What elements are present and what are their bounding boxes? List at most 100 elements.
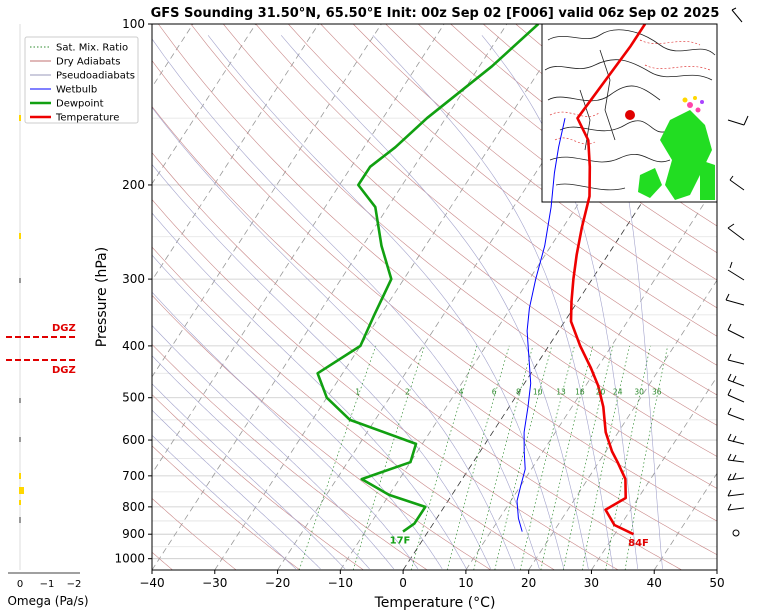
isotherm bbox=[528, 279, 717, 570]
inset-map bbox=[541, 23, 718, 203]
mixing-ratio-line bbox=[473, 345, 534, 570]
y-axis-label: Pressure (hPa) bbox=[94, 247, 110, 347]
x-axis-label: Temperature (°C) bbox=[374, 595, 496, 611]
y-tick-label: 500 bbox=[122, 391, 145, 405]
y-tick-label: 400 bbox=[122, 339, 145, 353]
pseudoadiabat bbox=[152, 38, 540, 570]
mixing-ratio-label: 8 bbox=[516, 388, 521, 397]
dgz-label-upper: DGZ bbox=[52, 323, 76, 334]
dry-adiabat bbox=[152, 105, 717, 556]
isotherm bbox=[152, 24, 445, 475]
y-tick-label: 100 bbox=[122, 17, 145, 31]
mixing-ratio-line bbox=[624, 345, 669, 570]
dry-adiabat bbox=[385, 24, 717, 281]
mixing-ratio-line bbox=[410, 345, 478, 570]
pseudoadiabat bbox=[152, 291, 419, 570]
omega-axis-label: Omega (Pa/s) bbox=[7, 594, 88, 608]
mixing-ratio-line bbox=[563, 345, 614, 570]
mixing-ratio-label: 10 bbox=[533, 388, 543, 397]
surface-labels: 84F 17F bbox=[390, 536, 649, 550]
dry-adiabat bbox=[255, 24, 717, 396]
mixing-ratio-line bbox=[352, 345, 425, 570]
isotherm bbox=[152, 24, 257, 185]
dry-adiabat bbox=[158, 24, 717, 489]
omega-tick-1: −1 bbox=[40, 579, 55, 590]
series-dewpoint bbox=[316, 24, 540, 533]
mixing-ratio-line bbox=[298, 345, 377, 570]
legend: Sat. Mix. Ratio Dry Adiabats Pseudoadiabat… bbox=[24, 36, 139, 124]
isotherm bbox=[152, 24, 319, 281]
mixing-ratio-line bbox=[446, 345, 510, 570]
pseudoadiabat bbox=[152, 383, 346, 570]
dry-adiabat bbox=[223, 24, 717, 426]
dry-adiabat bbox=[190, 24, 717, 457]
surface-temperature-label: 84F bbox=[628, 538, 649, 549]
isotherm bbox=[0, 24, 5, 570]
series-group bbox=[316, 24, 647, 536]
y-tick-label: 900 bbox=[122, 527, 145, 541]
legend-entry-label: Pseudoadiabats bbox=[56, 71, 135, 82]
mixing-ratio-label: 30 bbox=[634, 388, 644, 397]
pseudoadiabat bbox=[584, 35, 663, 569]
pseudoadiabat bbox=[152, 163, 491, 570]
mixing-ratio-line bbox=[581, 345, 631, 570]
dry-adiabat bbox=[152, 343, 428, 570]
pseudoadiabat bbox=[280, 35, 589, 569]
x-tick-label: 20 bbox=[521, 576, 536, 590]
dry-adiabat bbox=[152, 394, 364, 570]
isotherm bbox=[152, 24, 382, 378]
legend-entry-label: Wetbulb bbox=[56, 85, 97, 96]
mixing-ratio-label: 4 bbox=[459, 388, 464, 397]
legend-entry-label: Dry Adiabats bbox=[56, 57, 120, 68]
mixing-ratio-label: 24 bbox=[613, 388, 623, 397]
series-wetbulb bbox=[516, 118, 566, 532]
pseudoadiabat bbox=[152, 434, 297, 570]
pseudoadiabat bbox=[152, 106, 516, 570]
x-tick-label: 50 bbox=[709, 576, 724, 590]
y-tick-label: 600 bbox=[122, 433, 145, 447]
mixing-ratio-line bbox=[494, 345, 553, 570]
series-temperature bbox=[569, 24, 647, 536]
y-tick-label: 200 bbox=[122, 178, 145, 192]
x-tick-label: −20 bbox=[265, 576, 290, 590]
mixing-ratio-labels: 1 2 4 6 8 10 13 16 20 24 30 36 bbox=[355, 388, 662, 397]
x-tick-label: −30 bbox=[202, 576, 227, 590]
dry-adiabat bbox=[352, 24, 717, 309]
dry-adiabat bbox=[152, 497, 237, 570]
legend-entry-label: Dewpoint bbox=[56, 99, 104, 110]
mixing-ratio-line bbox=[605, 345, 651, 570]
x-tick-label: −10 bbox=[328, 576, 353, 590]
x-tick-label: 30 bbox=[584, 576, 599, 590]
legend-entry-label: Sat. Mix. Ratio bbox=[56, 43, 128, 54]
dry-adiabat bbox=[417, 24, 717, 254]
x-tick-label: 10 bbox=[458, 576, 473, 590]
x-axis-ticks: −40 −30 −20 −10 0 10 20 30 40 50 bbox=[139, 570, 725, 590]
mixing-ratio-label: 2 bbox=[405, 388, 410, 397]
x-tick-label: 40 bbox=[647, 576, 662, 590]
surface-dewpoint-label: 17F bbox=[390, 536, 411, 547]
pseudoadiabat bbox=[481, 35, 638, 569]
mixing-ratio-label: 13 bbox=[556, 388, 566, 397]
dry-adiabat bbox=[152, 294, 492, 570]
pseudoadiabat bbox=[152, 355, 370, 570]
dry-adiabat bbox=[152, 445, 301, 570]
dry-adiabat bbox=[288, 24, 717, 366]
mixing-ratio-label: 1 bbox=[355, 388, 360, 397]
y-axis-ticks: 100 200 300 400 500 600 700 800 900 1000 bbox=[114, 17, 152, 566]
y-tick-label: 1000 bbox=[114, 552, 145, 566]
mixing-ratio-label: 6 bbox=[492, 388, 497, 397]
mixing-ratio-label: 16 bbox=[575, 388, 585, 397]
legend-entry-label: Temperature bbox=[55, 113, 119, 124]
y-tick-label: 700 bbox=[122, 469, 145, 483]
pseudoadiabat bbox=[152, 409, 321, 570]
pseudoadiabat bbox=[152, 254, 443, 570]
plot-frame bbox=[151, 23, 718, 571]
x-tick-label: 0 bbox=[399, 576, 407, 590]
isotherm bbox=[214, 24, 571, 570]
y-tick-label: 300 bbox=[122, 272, 145, 286]
dry-adiabat bbox=[152, 246, 555, 570]
omega-panel: DGZ DGZ 0 −1 −2 Omega (Pa/s) bbox=[6, 24, 89, 608]
pseudoadiabat bbox=[207, 35, 565, 569]
chart-title: GFS Sounding 31.50°N, 65.50°E Init: 00z … bbox=[151, 6, 720, 21]
